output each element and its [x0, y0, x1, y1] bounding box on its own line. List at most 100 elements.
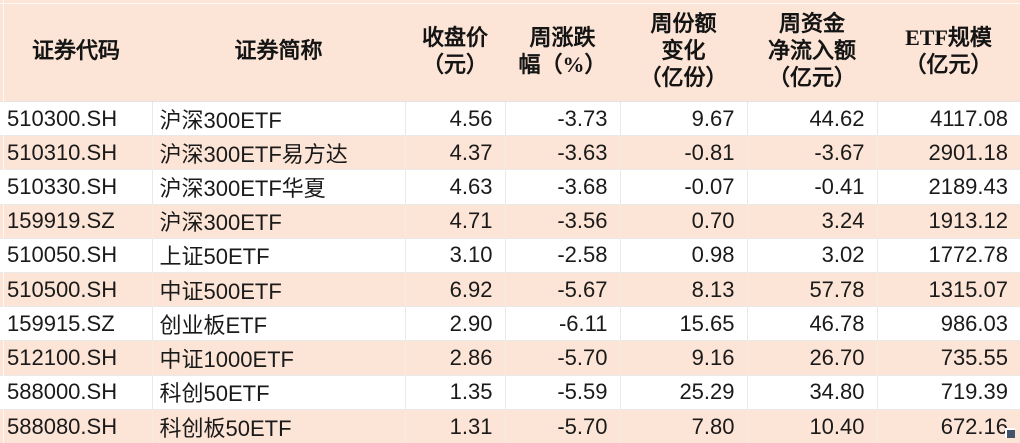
col-header-etf-scale[interactable]: ETF规模 （亿元）	[877, 0, 1020, 102]
cell-code[interactable]: 159919.SZ	[0, 203, 152, 239]
cell-scale[interactable]: 2189.43	[876, 169, 1020, 205]
cell-inflow[interactable]: 3.24	[746, 203, 877, 239]
cell-close[interactable]: 4.63	[404, 169, 505, 205]
table-body: 510300.SH 沪深300ETF 4.56 -3.73 9.67 44.62 4117.…	[0, 100, 1020, 443]
table-row: 159915.SZ 创业板ETF 2.90 -6.11 15.65 46.78 986.03	[0, 306, 1020, 341]
col-header-label: 证券代码	[31, 38, 120, 63]
cell-name[interactable]: 中证500ETF	[151, 271, 405, 307]
cell-scale[interactable]: 719.39	[876, 374, 1020, 410]
cell-wkchg[interactable]: -3.68	[504, 169, 620, 205]
cell-close[interactable]: 1.31	[404, 408, 505, 443]
cell-code[interactable]: 510500.SH	[0, 271, 152, 307]
table-row: 512100.SH 中证1000ETF 2.86 -5.70 9.16 26.70 735.…	[0, 340, 1020, 375]
cell-scale[interactable]: 986.03	[876, 306, 1020, 341]
cell-name[interactable]: 创业板ETF	[151, 306, 405, 341]
col-header-label: 周涨跌	[529, 24, 596, 50]
col-header-weekly-change[interactable]: 周涨跌 幅（%）	[505, 0, 620, 102]
cell-inflow[interactable]: -3.67	[746, 135, 877, 170]
cell-inflow[interactable]: -0.41	[746, 169, 877, 205]
cell-code[interactable]: 512100.SH	[0, 340, 152, 375]
cell-shrchg[interactable]: 9.67	[619, 100, 747, 136]
cell-shrchg[interactable]: 9.16	[619, 340, 747, 375]
cell-wkchg[interactable]: -5.70	[504, 340, 620, 375]
cell-inflow[interactable]: 44.62	[746, 100, 877, 136]
table-row: 510050.SH 上证50ETF 3.10 -2.58 0.98 3.02 1772.78	[0, 237, 1020, 273]
cell-close[interactable]: 4.71	[404, 203, 505, 239]
cell-code[interactable]: 588000.SH	[0, 374, 152, 410]
table-row: 159919.SZ 沪深300ETF 4.71 -3.56 0.70 3.24 1913.1…	[0, 203, 1020, 239]
cell-code[interactable]: 159915.SZ	[0, 306, 152, 341]
cell-name[interactable]: 科创50ETF	[151, 374, 405, 410]
cell-name[interactable]: 沪深300ETF易方达	[151, 135, 405, 170]
cell-scale[interactable]: 735.55	[876, 340, 1020, 375]
cell-name[interactable]: 沪深300ETF	[151, 203, 405, 239]
cell-scale[interactable]: 2901.18	[876, 135, 1020, 170]
col-header-close-price[interactable]: 收盘价 （元）	[405, 0, 505, 102]
cell-shrchg[interactable]: 0.98	[619, 237, 747, 273]
cell-scale[interactable]: 4117.08	[876, 100, 1020, 136]
cell-shrchg[interactable]: 15.65	[619, 306, 747, 341]
cell-code[interactable]: 588080.SH	[0, 408, 152, 443]
cell-scale[interactable]: 672.16	[876, 408, 1020, 443]
cell-close[interactable]: 4.56	[404, 100, 505, 136]
cell-wkchg[interactable]: -3.73	[504, 100, 620, 136]
table-row: 588080.SH 科创板50ETF 1.31 -5.70 7.80 10.40 672.1…	[0, 408, 1020, 443]
cell-name[interactable]: 上证50ETF	[151, 237, 405, 273]
cell-inflow[interactable]: 46.78	[746, 306, 877, 341]
cell-inflow[interactable]: 26.70	[746, 340, 877, 375]
cell-code[interactable]: 510300.SH	[0, 100, 152, 136]
cell-code[interactable]: 510050.SH	[0, 237, 152, 273]
col-header-security-name[interactable]: 证券简称	[152, 0, 405, 102]
col-header-security-code[interactable]: 证券代码	[0, 0, 152, 102]
cell-close[interactable]: 2.90	[404, 306, 505, 341]
col-header-unit: （亿元）	[767, 65, 856, 90]
cell-name[interactable]: 中证1000ETF	[151, 340, 405, 375]
cell-wkchg[interactable]: -6.11	[504, 306, 620, 341]
cell-wkchg[interactable]: -3.56	[504, 203, 620, 239]
cell-name[interactable]: 沪深300ETF华夏	[151, 169, 405, 205]
col-header-label: 证券简称	[234, 38, 323, 63]
cell-shrchg[interactable]: 25.29	[619, 374, 747, 410]
selection-fill-handle[interactable]	[1005, 428, 1015, 438]
col-header-net-inflow[interactable]: 周资金 净流入额 （亿元）	[747, 0, 877, 102]
cell-name[interactable]: 沪深300ETF	[151, 100, 405, 136]
cell-wkchg[interactable]: -3.63	[504, 135, 620, 170]
cell-close[interactable]: 6.92	[404, 271, 505, 307]
cell-scale[interactable]: 1315.07	[876, 271, 1020, 307]
cell-code[interactable]: 510310.SH	[0, 135, 152, 170]
cell-inflow[interactable]: 10.40	[746, 408, 877, 443]
header-row: 证券代码 证券简称 收盘价 （元） 周涨跌 幅（%） 周份额 变化 （亿份）	[0, 0, 1020, 102]
col-header-label: 周资金	[778, 11, 845, 36]
col-header-label: ETF规模	[905, 24, 992, 50]
cell-wkchg[interactable]: -5.70	[504, 408, 620, 443]
cell-close[interactable]: 1.35	[404, 374, 505, 410]
cell-wkchg[interactable]: -5.59	[504, 374, 620, 410]
table-row: 588000.SH 科创50ETF 1.35 -5.59 25.29 34.80 719.3…	[0, 374, 1020, 410]
col-header-unit: （亿份）	[639, 65, 728, 90]
cell-wkchg[interactable]: -5.67	[504, 271, 620, 307]
cell-scale[interactable]: 1913.12	[876, 203, 1020, 239]
cell-close[interactable]: 3.10	[404, 237, 505, 273]
cell-close[interactable]: 2.86	[404, 340, 505, 375]
col-header-share-change[interactable]: 周份额 变化 （亿份）	[620, 0, 747, 102]
col-header-unit: （元）	[421, 51, 488, 77]
col-header-label2: 变化	[661, 38, 706, 63]
col-header-label2: 净流入额	[767, 38, 856, 63]
cell-shrchg[interactable]: 8.13	[619, 271, 747, 307]
cell-shrchg[interactable]: -0.07	[619, 169, 747, 205]
cell-inflow[interactable]: 57.78	[746, 271, 877, 307]
cell-shrchg[interactable]: 7.80	[619, 408, 747, 443]
cell-shrchg[interactable]: -0.81	[619, 135, 747, 170]
cell-name[interactable]: 科创板50ETF	[151, 408, 405, 443]
cell-shrchg[interactable]: 0.70	[619, 203, 747, 239]
cell-close[interactable]: 4.37	[404, 135, 505, 170]
cell-inflow[interactable]: 34.80	[746, 374, 877, 410]
cell-scale[interactable]: 1772.78	[876, 237, 1020, 273]
cell-code[interactable]: 510330.SH	[0, 169, 152, 205]
cell-wkchg[interactable]: -2.58	[504, 237, 620, 273]
table-row: 510300.SH 沪深300ETF 4.56 -3.73 9.67 44.62 4117.…	[0, 100, 1020, 136]
cell-inflow[interactable]: 3.02	[746, 237, 877, 273]
col-header-label: 收盘价	[421, 24, 488, 50]
